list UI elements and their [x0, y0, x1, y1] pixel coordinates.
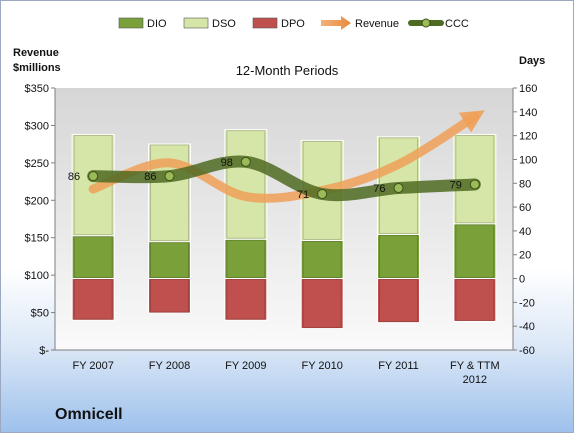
- dpo-bar-edge: [379, 279, 418, 323]
- category-label: 2012: [463, 374, 487, 386]
- right-tick-label: 60: [519, 202, 531, 214]
- left-tick-label: $250: [25, 158, 49, 170]
- category-label: FY 2008: [149, 360, 190, 372]
- left-tick-label: $200: [25, 195, 49, 207]
- legend-swatch-dso: [183, 17, 209, 29]
- right-tick-label: 100: [519, 154, 537, 166]
- dpo-bar: [377, 278, 420, 324]
- category-label: FY 2011: [378, 360, 419, 372]
- dpo-bar: [71, 278, 115, 321]
- right-tick-label: 80: [519, 178, 531, 190]
- right-tick-label: 140: [519, 107, 537, 119]
- dio-bar-edge: [379, 234, 418, 279]
- dpo-bar: [224, 278, 268, 321]
- category-label: FY 2010: [301, 360, 342, 372]
- ccc-point: [240, 156, 251, 167]
- axes-layer: $- $50 $100 $150 $200 $250 $300 $350 -60 -40 -20 0 2…: [25, 83, 538, 386]
- legend-swatch-dio: [118, 17, 144, 29]
- left-tick-label: $350: [25, 83, 49, 95]
- company-name: Omnicell: [55, 406, 123, 423]
- right-axis-title: Days: [519, 55, 545, 67]
- right-tick-label: -60: [519, 345, 535, 357]
- right-tick-label: -20: [519, 297, 535, 309]
- chart-title: 12-Month Periods: [236, 63, 339, 78]
- dio-bar: [300, 239, 344, 280]
- ccc-point: [469, 179, 480, 190]
- dpo-bar-edge: [73, 279, 113, 320]
- left-axis-title-line2: $millions: [13, 62, 61, 74]
- legend-label-dso: DSO: [212, 18, 236, 30]
- ccc-data-label: 71: [297, 189, 309, 201]
- right-tick-label: 160: [519, 83, 537, 95]
- dpo-bar: [453, 278, 497, 322]
- dio-bar-edge: [455, 224, 495, 279]
- dpo-bar-edge: [150, 279, 189, 313]
- ccc-point: [393, 183, 404, 194]
- left-tick-label: $100: [25, 270, 49, 282]
- dio-bar-edge: [302, 240, 342, 279]
- legend-swatch-dpo: [252, 17, 278, 29]
- revenue-line: [88, 110, 485, 203]
- dso-bar-edge: [150, 144, 189, 242]
- ccc-data-label: 79: [450, 179, 462, 191]
- dpo-bar-edge: [455, 279, 495, 321]
- ccc-point: [88, 171, 99, 182]
- dpo-bar: [148, 278, 191, 314]
- legend-swatch-revenue: [321, 16, 351, 30]
- right-tick-label: 0: [519, 274, 525, 286]
- dso-bar: [224, 129, 268, 240]
- ccc-data-label: 86: [144, 171, 156, 183]
- category-label: FY & TTM: [450, 360, 500, 372]
- left-tick-label: $150: [25, 233, 49, 245]
- right-tick-label: 20: [519, 250, 531, 262]
- dpo-bar: [300, 278, 344, 330]
- plot-area: [55, 88, 513, 350]
- dio-bar: [224, 238, 268, 280]
- right-tick-label: -40: [519, 321, 535, 333]
- legend-label-revenue: Revenue: [355, 18, 399, 30]
- dio-bar: [453, 223, 497, 280]
- dio-bar-edge: [150, 242, 189, 279]
- category-label: FY 2007: [72, 360, 113, 372]
- category-label: FY 2009: [225, 360, 266, 372]
- legend: DIO DSO DPO Revenue CCC: [118, 16, 469, 30]
- right-tick-label: 120: [519, 131, 537, 143]
- ccc-point: [317, 188, 328, 199]
- dio-bar: [377, 233, 420, 280]
- left-axis-title-line1: Revenue: [13, 47, 59, 59]
- left-tick-label: $300: [25, 120, 49, 132]
- legend-marker-ccc: [421, 18, 431, 28]
- dio-bar: [148, 241, 191, 280]
- dso-bar-edge: [455, 134, 495, 224]
- ccc-data-label: 76: [373, 183, 385, 195]
- dpo-bar-edge: [302, 279, 342, 329]
- right-tick-label: 40: [519, 226, 531, 238]
- line-layer: 86 86 98 71 76 79: [68, 110, 485, 203]
- ccc-line: [87, 155, 481, 202]
- ccc-data-label: 86: [68, 171, 80, 183]
- legend-label-ccc: CCC: [445, 18, 469, 30]
- dio-bar: [71, 235, 115, 280]
- dpo-bar-edge: [226, 279, 266, 320]
- ccc-data-label: 98: [221, 157, 233, 169]
- left-tick-label: $-: [39, 345, 49, 357]
- ccc-point: [164, 171, 175, 182]
- left-tick-label: $50: [31, 308, 49, 320]
- dio-bar-edge: [226, 239, 266, 279]
- legend-label-dpo: DPO: [281, 18, 305, 30]
- dio-bar-edge: [73, 236, 113, 279]
- legend-label-dio: DIO: [147, 18, 167, 30]
